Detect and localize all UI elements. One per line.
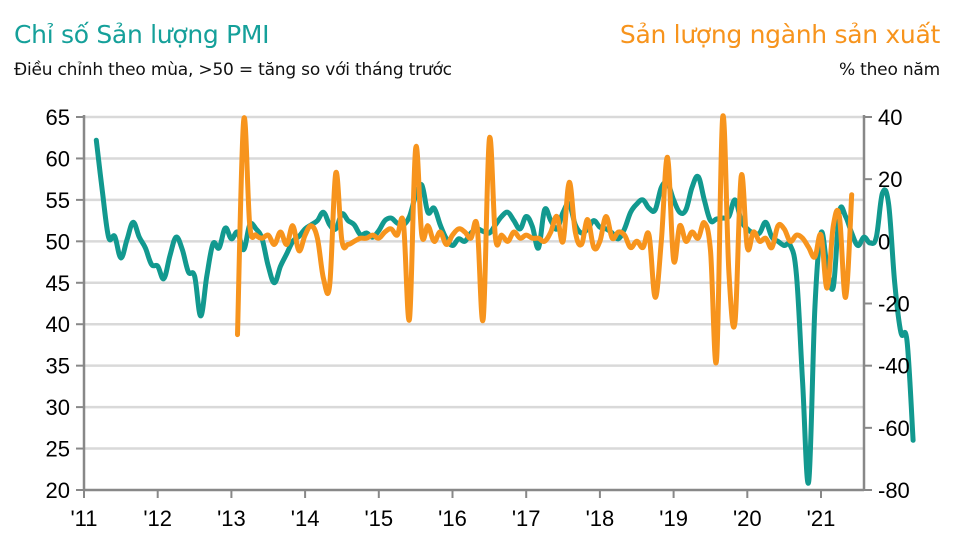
x-tick-label: '17 bbox=[512, 506, 541, 531]
y-left-tick-label: 45 bbox=[46, 271, 70, 296]
x-tick-label: '11 bbox=[70, 506, 97, 531]
y-left-tick-label: 65 bbox=[46, 105, 70, 130]
tick-labels: 65 60 55 50 45 40 35 30 25 20 40 20 0 -20 -40 -60 -80 '11… bbox=[46, 105, 910, 531]
y-right-tick-label: 20 bbox=[878, 167, 902, 192]
x-tick-label: '15 bbox=[364, 506, 393, 531]
x-tick-label: '13 bbox=[217, 506, 246, 531]
gridlines bbox=[84, 115, 864, 450]
x-tick-label: '16 bbox=[438, 506, 467, 531]
x-tick-label: '12 bbox=[143, 506, 172, 531]
y-left-tick-label: 50 bbox=[46, 229, 70, 254]
chart-title-left: Chỉ số Sản lượng PMI bbox=[14, 20, 270, 49]
manufacturing-output-line bbox=[235, 113, 855, 366]
axes bbox=[76, 115, 872, 498]
y-left-tick-label: 20 bbox=[46, 478, 70, 503]
x-tick-label: '14 bbox=[291, 506, 320, 531]
x-tick-label: '21 bbox=[807, 506, 836, 531]
x-tick-label: '19 bbox=[659, 506, 688, 531]
y-left-tick-label: 40 bbox=[46, 312, 70, 337]
y-left-tick-label: 60 bbox=[46, 146, 70, 171]
y-right-tick-label: -40 bbox=[878, 354, 910, 379]
y-right-tick-label: 0 bbox=[878, 229, 890, 254]
y-left-tick-label: 30 bbox=[46, 395, 70, 420]
x-tick-label: '18 bbox=[586, 506, 615, 531]
y-left-tick-label: 35 bbox=[46, 354, 70, 379]
pmi-output-line bbox=[93, 137, 916, 486]
chart-title-right: Sản lượng ngành sản xuất bbox=[619, 20, 940, 49]
chart-subtitle-right: % theo năm bbox=[838, 60, 940, 80]
chart-subtitle-left: Điều chỉnh theo mùa, >50 = tăng so với t… bbox=[14, 60, 452, 80]
y-right-tick-label: -60 bbox=[878, 416, 910, 441]
y-right-tick-label: 40 bbox=[878, 105, 902, 130]
y-left-tick-label: 25 bbox=[46, 437, 70, 462]
x-tick-label: '20 bbox=[733, 506, 762, 531]
series-lines bbox=[93, 113, 916, 486]
y-right-tick-label: -80 bbox=[878, 478, 910, 503]
y-left-tick-label: 55 bbox=[46, 188, 70, 213]
y-right-tick-label: -20 bbox=[878, 292, 910, 317]
